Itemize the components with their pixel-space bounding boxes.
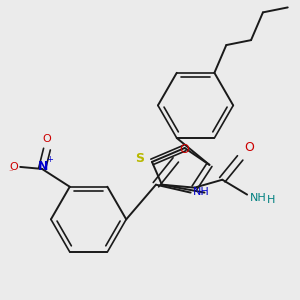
Text: NH: NH (193, 187, 209, 196)
Text: H: H (267, 194, 275, 205)
Text: O: O (244, 141, 254, 154)
Text: ⁻: ⁻ (8, 167, 13, 176)
Text: O: O (10, 162, 18, 172)
Text: NH: NH (250, 193, 267, 202)
Text: +: + (46, 154, 53, 164)
Text: O: O (43, 134, 51, 144)
Text: N: N (38, 160, 48, 173)
Text: O: O (180, 143, 190, 156)
Text: S: S (136, 152, 145, 165)
